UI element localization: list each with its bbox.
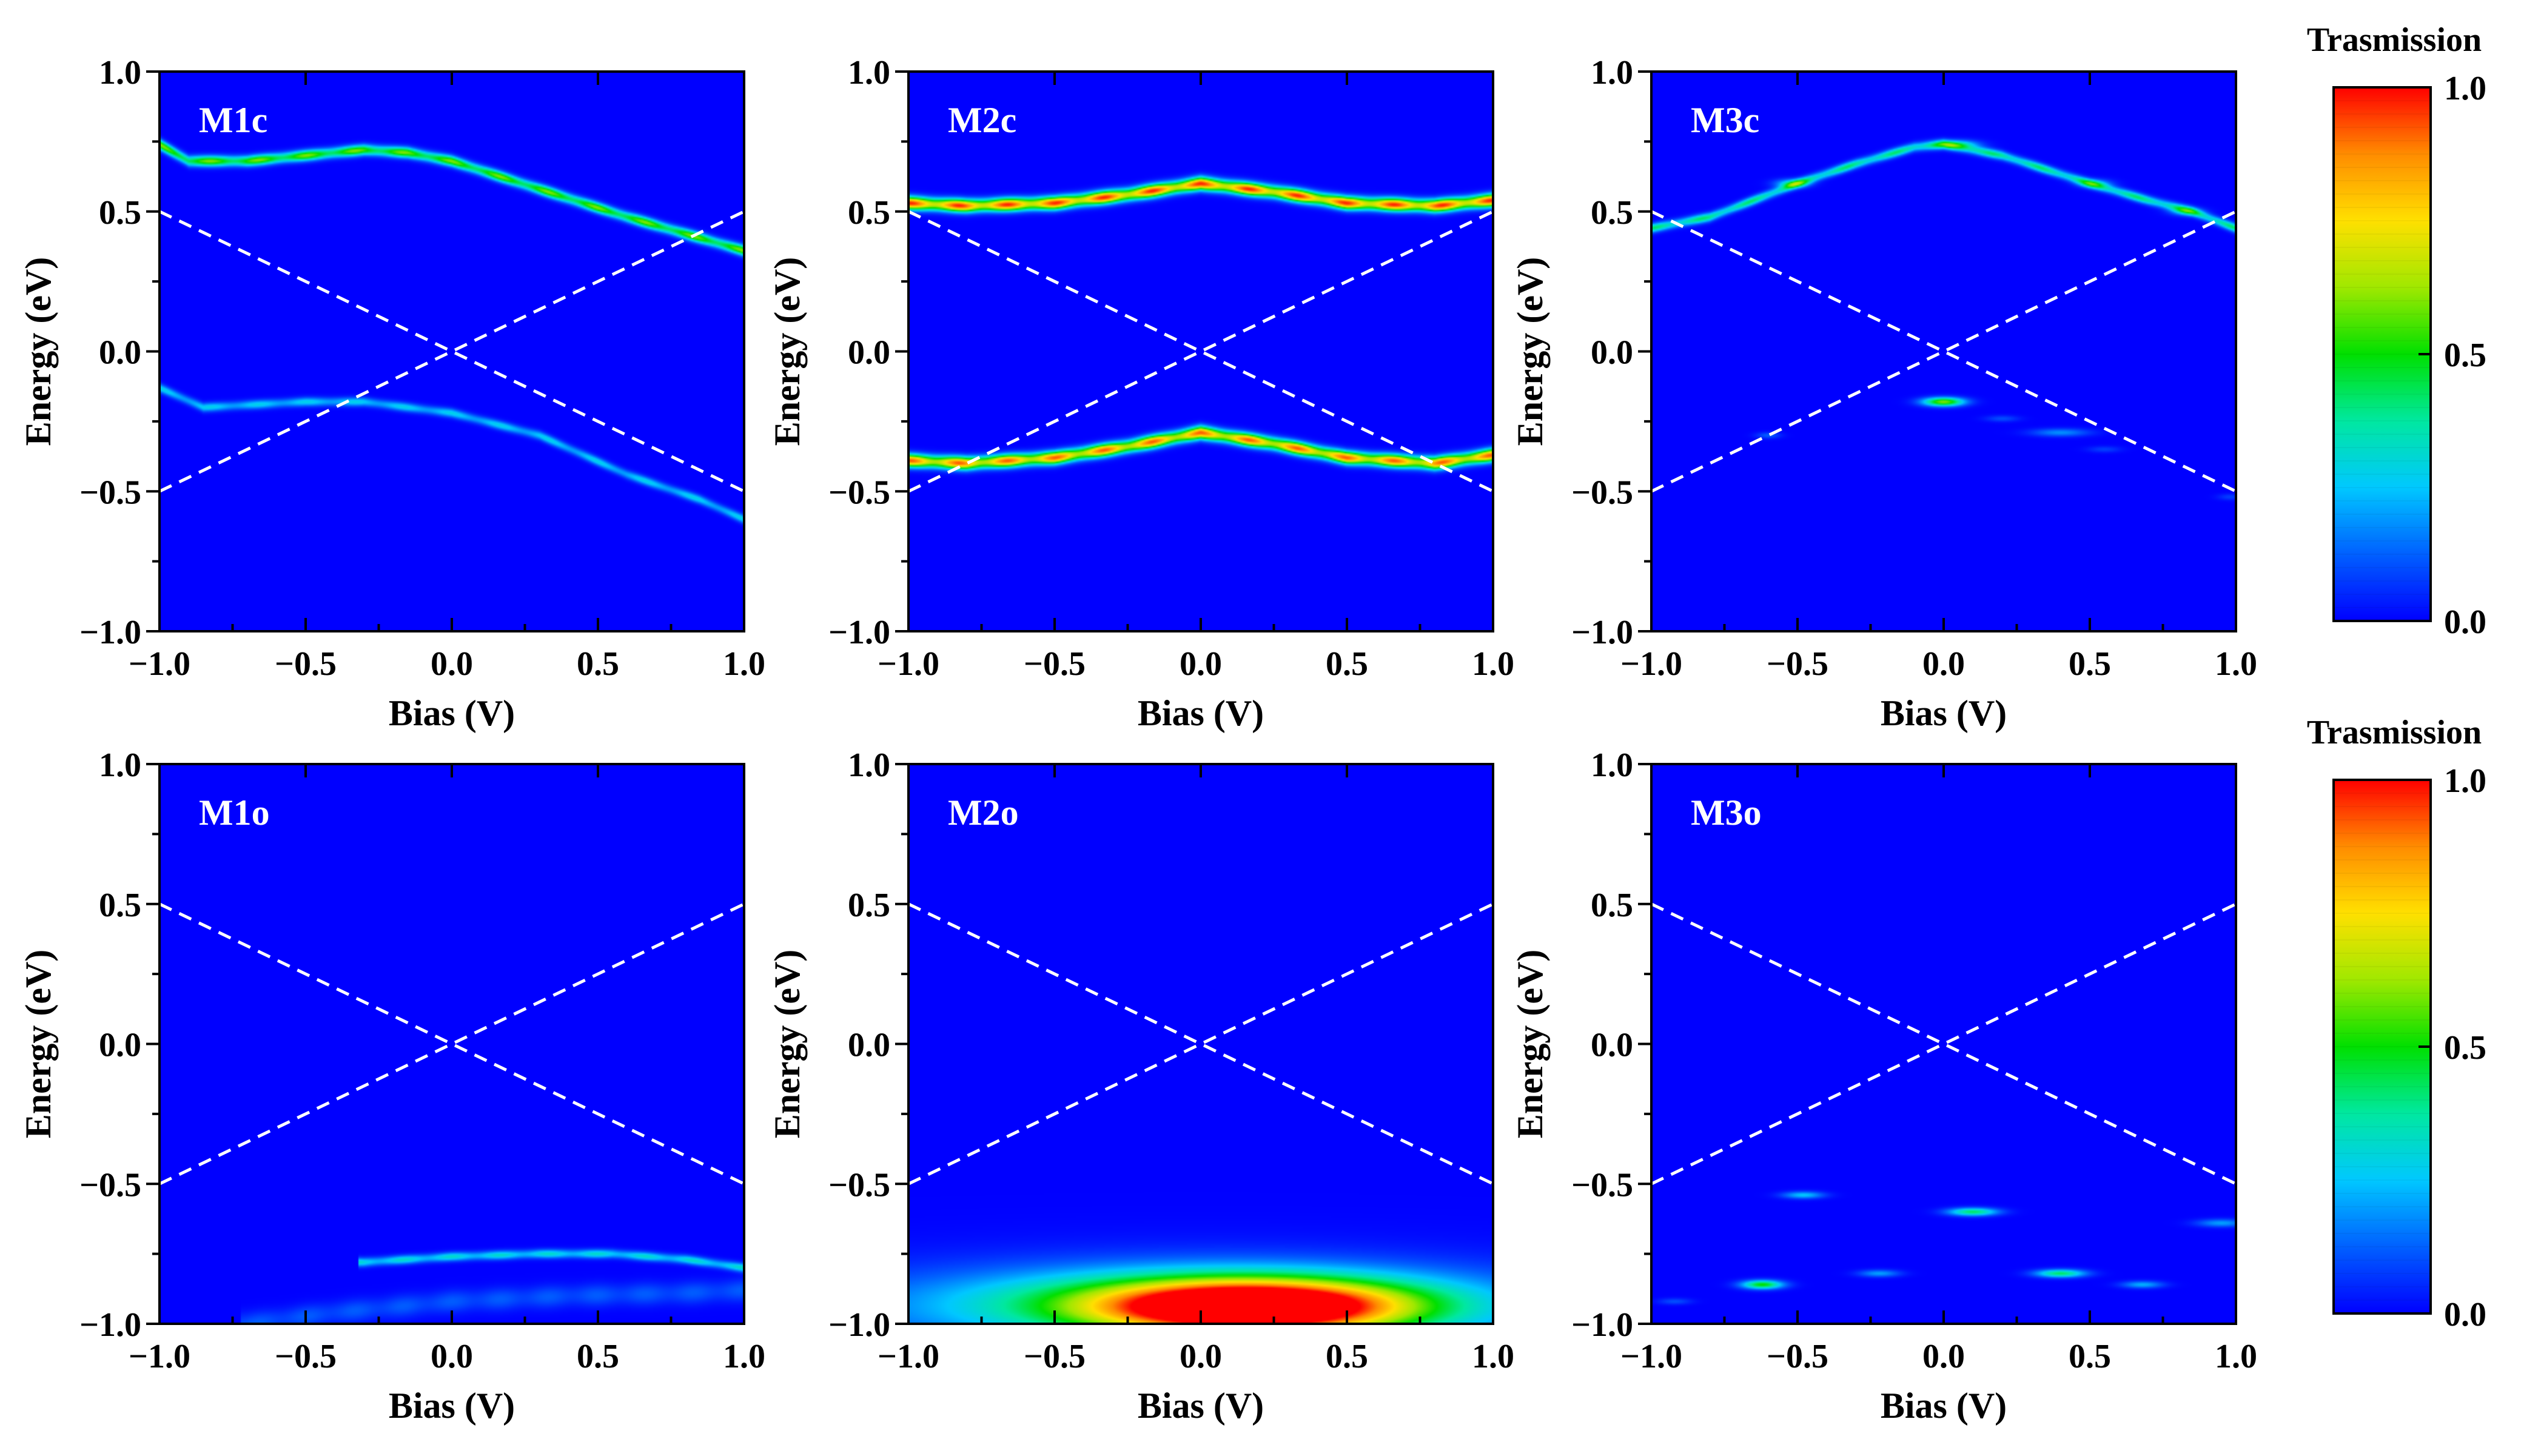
x-axis-label: Bias (V) (389, 693, 515, 733)
x-tick-label: 1.0 (723, 1338, 765, 1375)
colorbar-title: Trasmission (2307, 714, 2482, 751)
y-tick-label: −0.5 (79, 474, 141, 511)
transmission-heatmap (1651, 764, 2236, 1324)
y-tick-label: −1.0 (1571, 614, 1633, 651)
y-axis-label: Energy (eV) (767, 950, 807, 1139)
y-tick-label: 0.5 (99, 194, 141, 232)
colorbar-tick-label: 0.5 (2444, 1029, 2486, 1067)
x-tick-label: 0.5 (2069, 645, 2111, 683)
colorbar-bottom: Trasmission 0.0 0.5 1.0 (2307, 714, 2486, 1334)
heatmap-panel-M1c: M1c −1.0 −0.5 0.0 0.5 1.0 −1.0 −0.5 0.0 0.5 1.0 Bia… (18, 54, 765, 733)
y-tick-label: 0.5 (1591, 194, 1633, 232)
x-tick-label: −0.5 (1767, 1338, 1828, 1375)
heatmap-panel-M2o: M2o −1.0 −0.5 0.0 0.5 1.0 −1.0 −0.5 0.0 0.5 1.0 Bia… (767, 746, 1514, 1426)
x-tick-label: 1.0 (723, 645, 765, 683)
x-tick-label: 0.0 (1180, 645, 1222, 683)
transmission-heatmap (1651, 72, 2236, 631)
y-tick-label: 0.5 (99, 887, 141, 924)
x-tick-label: 0.0 (431, 645, 473, 683)
y-tick-label: −0.5 (79, 1166, 141, 1204)
y-tick-label: 1.0 (99, 746, 141, 784)
x-tick-label: 0.0 (1922, 645, 1965, 683)
x-tick-label: 1.0 (2215, 645, 2257, 683)
y-tick-label: −1.0 (79, 614, 141, 651)
y-tick-label: 0.0 (1591, 1027, 1633, 1064)
y-tick-label: −1.0 (828, 1306, 890, 1344)
x-tick-label: 0.0 (1180, 1338, 1222, 1375)
heatmap-panel-M3o: M3o −1.0 −0.5 0.0 0.5 1.0 −1.0 −0.5 0.0 0.5 1.0 Bia… (1510, 746, 2257, 1426)
y-axis-label: Energy (eV) (1510, 257, 1550, 446)
x-tick-label: 0.0 (431, 1338, 473, 1375)
panel-label: M2c (948, 100, 1016, 140)
y-tick-label: −0.5 (828, 1166, 890, 1204)
y-tick-label: 1.0 (848, 746, 890, 784)
x-axis-label: Bias (V) (1138, 1386, 1264, 1426)
panels: M1c −1.0 −0.5 0.0 0.5 1.0 −1.0 −0.5 0.0 0.5 1.0 Bia… (18, 54, 2257, 1426)
x-axis-label: Bias (V) (1881, 693, 2007, 733)
colorbar-tick-label: 0.0 (2444, 1296, 2486, 1334)
colorbar-tick-label: 0.0 (2444, 603, 2486, 641)
transmission-heatmap (159, 72, 744, 631)
x-tick-label: 0.0 (1922, 1338, 1965, 1375)
y-axis-label: Energy (eV) (18, 950, 58, 1139)
x-tick-label: 1.0 (1472, 645, 1514, 683)
x-axis-label: Bias (V) (1881, 1386, 2007, 1426)
y-tick-label: 0.0 (99, 334, 141, 372)
heatmap-panel-M2c: M2c −1.0 −0.5 0.0 0.5 1.0 −1.0 −0.5 0.0 0.5 1.0 Bia… (767, 54, 1514, 733)
transmission-figure: M1c −1.0 −0.5 0.0 0.5 1.0 −1.0 −0.5 0.0 0.5 1.0 Bia… (0, 0, 2521, 1456)
panel-label: M1o (199, 793, 270, 833)
x-axis-label: Bias (V) (389, 1386, 515, 1426)
y-tick-label: 0.5 (1591, 887, 1633, 924)
y-tick-label: −1.0 (79, 1306, 141, 1344)
x-axis-label: Bias (V) (1138, 693, 1264, 733)
transmission-heatmap (159, 764, 744, 1324)
y-tick-label: 1.0 (99, 54, 141, 92)
y-axis-label: Energy (eV) (767, 257, 807, 446)
y-tick-label: 0.5 (848, 887, 890, 924)
y-tick-label: −1.0 (1571, 1306, 1633, 1344)
y-tick-label: 0.5 (848, 194, 890, 232)
panel-label: M1c (199, 100, 267, 140)
panel-label: M3c (1691, 100, 1759, 140)
x-tick-label: 0.5 (577, 645, 619, 683)
transmission-heatmap (908, 72, 1493, 631)
colorbar-title: Trasmission (2307, 21, 2482, 59)
colorbar-tick-label: 1.0 (2444, 762, 2486, 800)
x-tick-label: −0.5 (275, 1338, 337, 1375)
y-tick-label: 0.0 (99, 1027, 141, 1064)
colorbar-tick-label: 0.5 (2444, 337, 2486, 374)
x-tick-label: −0.5 (1767, 645, 1828, 683)
x-tick-label: 0.5 (1326, 1338, 1368, 1375)
colorbar-tick-label: 1.0 (2444, 70, 2486, 107)
y-tick-label: 1.0 (848, 54, 890, 92)
colorbar-top: Trasmission 0.0 0.5 1.0 (2307, 21, 2486, 641)
y-tick-label: −0.5 (1571, 474, 1633, 511)
x-tick-label: 0.5 (577, 1338, 619, 1375)
panel-label: M2o (948, 793, 1019, 833)
heatmap-panel-M3c: M3c −1.0 −0.5 0.0 0.5 1.0 −1.0 −0.5 0.0 0.5 1.0 Bia… (1510, 54, 2257, 733)
y-axis-label: Energy (eV) (1510, 950, 1550, 1139)
y-tick-label: 0.0 (848, 334, 890, 372)
y-tick-label: 1.0 (1591, 54, 1633, 92)
y-tick-label: −0.5 (828, 474, 890, 511)
x-tick-label: 1.0 (2215, 1338, 2257, 1375)
y-tick-label: 1.0 (1591, 746, 1633, 784)
x-tick-label: 1.0 (1472, 1338, 1514, 1375)
y-tick-label: −1.0 (828, 614, 890, 651)
y-axis-label: Energy (eV) (18, 257, 58, 446)
y-tick-label: 0.0 (848, 1027, 890, 1064)
transmission-heatmap (908, 764, 1493, 1324)
heatmap-panel-M1o: M1o −1.0 −0.5 0.0 0.5 1.0 −1.0 −0.5 0.0 0.5 1.0 Bia… (18, 746, 765, 1426)
x-tick-label: −0.5 (1024, 1338, 1086, 1375)
x-tick-label: 0.5 (2069, 1338, 2111, 1375)
x-tick-label: −0.5 (275, 645, 337, 683)
y-tick-label: 0.0 (1591, 334, 1633, 372)
x-tick-label: 0.5 (1326, 645, 1368, 683)
colorbars: Trasmission 0.0 0.5 1.0 Trasmission 0.0 0.5 1.0 (2307, 21, 2486, 1334)
panel-label: M3o (1691, 793, 1762, 833)
x-tick-label: −0.5 (1024, 645, 1086, 683)
y-tick-label: −0.5 (1571, 1166, 1633, 1204)
